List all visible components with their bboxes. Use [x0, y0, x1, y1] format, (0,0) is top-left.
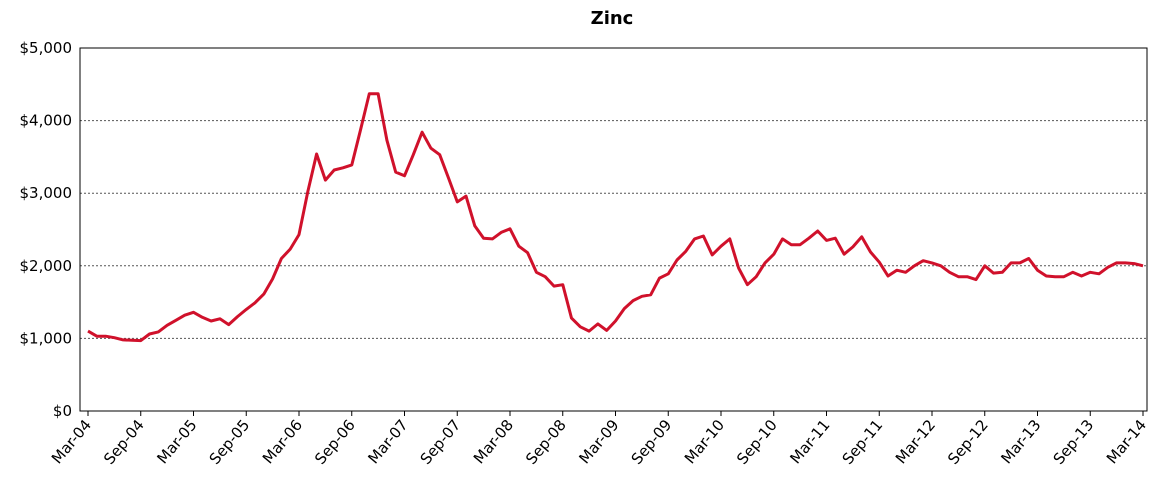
x-tick-label: Mar-12	[892, 416, 939, 467]
plot-frame	[79, 47, 1148, 412]
chart-title: Zinc	[591, 8, 634, 29]
x-tick-label: Mar-05	[153, 416, 200, 467]
x-tick-label: Sep-04	[100, 416, 148, 468]
y-tick-label: $2,000	[20, 257, 73, 275]
x-tick-label: Mar-08	[470, 416, 517, 467]
x-tick-label: Sep-09	[628, 416, 676, 468]
x-tick-label: Sep-10	[733, 416, 781, 468]
x-tick-label: Sep-07	[417, 416, 465, 468]
x-tick-label: Mar-13	[997, 416, 1044, 467]
x-tick-label: Mar-14	[1103, 416, 1150, 467]
x-tick-label: Mar-06	[259, 416, 306, 467]
x-tick-label: Sep-12	[944, 416, 992, 468]
x-tick-label: Mar-11	[786, 416, 833, 467]
x-tick-label: Sep-05	[206, 416, 254, 468]
x-tick-label: Sep-13	[1050, 416, 1098, 468]
x-tick-label: Sep-08	[522, 416, 570, 468]
y-tick-label: $5,000	[20, 39, 73, 57]
x-tick-label: Mar-09	[575, 416, 622, 467]
line-series	[87, 92, 1144, 343]
x-tick-label: Mar-10	[681, 416, 728, 467]
x-tick-label: Mar-04	[48, 416, 95, 467]
y-tick-label: $3,000	[20, 184, 73, 202]
x-tick-label: Sep-11	[839, 416, 887, 468]
y-tick-label: $0	[53, 402, 72, 420]
x-tick-label: Mar-07	[364, 416, 411, 467]
y-tick-label: $1,000	[20, 329, 73, 347]
x-tick-label: Sep-06	[311, 416, 359, 468]
y-tick-label: $4,000	[20, 112, 73, 130]
